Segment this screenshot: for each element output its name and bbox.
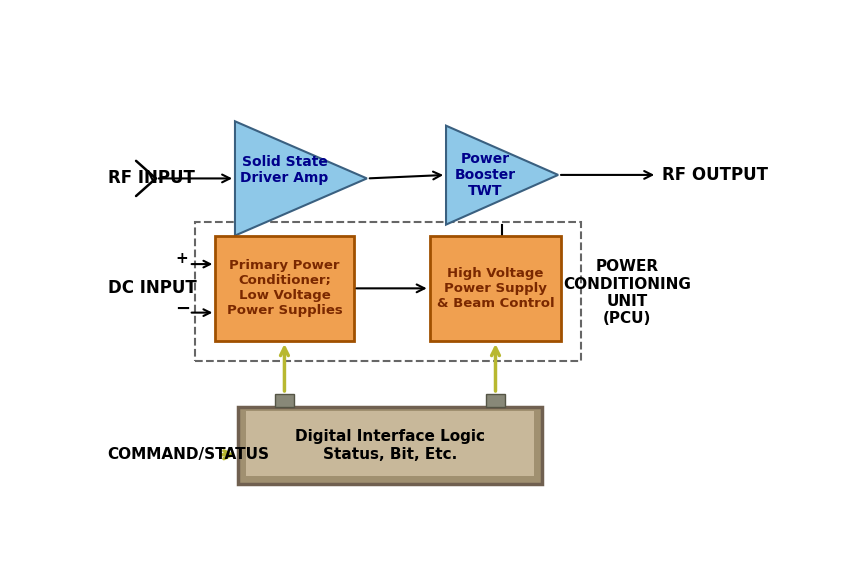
Text: High Voltage
Power Supply
& Beam Control: High Voltage Power Supply & Beam Control bbox=[437, 267, 554, 310]
Bar bbox=[275, 394, 294, 407]
Text: POWER
CONDITIONING
UNIT
(PCU): POWER CONDITIONING UNIT (PCU) bbox=[563, 259, 691, 327]
Text: +: + bbox=[176, 251, 189, 266]
Text: RF INPUT: RF INPUT bbox=[108, 170, 195, 187]
Bar bbox=[430, 236, 562, 341]
Bar bbox=[238, 407, 542, 484]
Text: COMMAND/STATUS: COMMAND/STATUS bbox=[108, 447, 270, 463]
Polygon shape bbox=[446, 126, 558, 224]
Text: Digital Interface Logic
Status, Bit, Etc.: Digital Interface Logic Status, Bit, Etc… bbox=[295, 429, 485, 462]
Bar bbox=[215, 236, 354, 341]
Text: RF OUTPUT: RF OUTPUT bbox=[662, 166, 768, 184]
Text: Primary Power
Conditioner;
Low Voltage
Power Supplies: Primary Power Conditioner; Low Voltage P… bbox=[226, 259, 342, 317]
Bar bbox=[196, 222, 581, 361]
Text: Solid State
Driver Amp: Solid State Driver Amp bbox=[240, 155, 328, 185]
Text: −: − bbox=[174, 300, 190, 318]
Bar bbox=[486, 394, 505, 407]
Text: DC INPUT: DC INPUT bbox=[108, 279, 197, 297]
Polygon shape bbox=[235, 121, 367, 236]
Text: Power
Booster
TWT: Power Booster TWT bbox=[455, 152, 517, 198]
Bar bbox=[246, 412, 534, 476]
